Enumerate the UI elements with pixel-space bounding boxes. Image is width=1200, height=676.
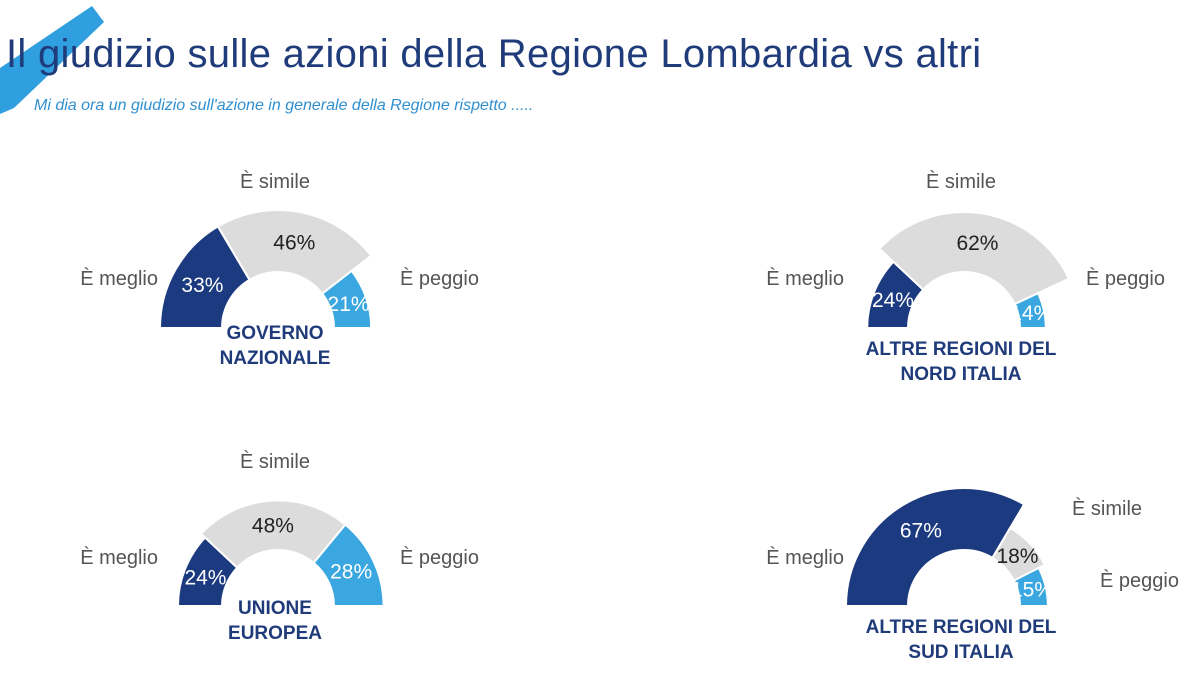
category-label-meglio: È meglio	[766, 267, 844, 290]
category-label-peggio: È peggio	[1086, 267, 1165, 290]
value-label-peggio: 15%	[1011, 579, 1053, 602]
semi-donut-chart-2: 24% È meglio 62% È simile 14% È peggio ALTRE R…	[766, 170, 1165, 385]
value-label-peggio: 28%	[330, 561, 372, 584]
chart-title-line-1: GOVERNO	[226, 323, 323, 344]
value-label-simile: 48%	[252, 514, 294, 537]
segment-peggio	[1013, 291, 1047, 329]
category-label-simile: È simile	[926, 170, 996, 193]
segment-peggio	[320, 269, 373, 329]
value-label-meglio: 24%	[872, 289, 914, 312]
chart-title-line-2: EUROPEA	[228, 623, 322, 644]
chart-title-line-1: ALTRE REGIONI DEL	[866, 339, 1057, 360]
chart-title-line-2: NORD ITALIA	[900, 364, 1021, 385]
chart-title-line-1: ALTRE REGIONI DEL	[866, 617, 1057, 638]
semi-donut-chart-4: 67% È meglio 18% È simile 15% È peggio ALTRE R…	[766, 487, 1179, 663]
category-label-simile: È simile	[240, 450, 310, 473]
value-label-simile: 62%	[956, 232, 998, 255]
value-label-meglio: 33%	[181, 274, 223, 297]
segment-meglio	[844, 487, 1026, 607]
page-title: Il giudizio sulle azioni della Regione L…	[6, 32, 982, 76]
semi-donut-chart-1: 33% È meglio 46% È simile 21% È peggio GOVERNO…	[80, 170, 479, 369]
value-label-simile: 18%	[996, 545, 1038, 568]
value-label-peggio: 14%	[1010, 302, 1052, 325]
segment-peggio	[312, 523, 385, 607]
corner-accent-shape	[0, 6, 104, 114]
segment-peggio	[1012, 566, 1049, 607]
category-label-meglio: È meglio	[80, 267, 158, 290]
value-label-simile: 46%	[273, 232, 315, 255]
semi-donut-chart-3: 24% È meglio 48% È simile 28% È peggio UNIONE E…	[80, 450, 479, 644]
value-label-meglio: 67%	[900, 519, 942, 542]
segment-simile	[216, 209, 373, 296]
segment-simile	[878, 211, 1071, 306]
category-label-peggio: È peggio	[400, 267, 479, 290]
segment-simile	[199, 499, 347, 570]
category-label-simile: È simile	[1072, 497, 1142, 520]
page-subtitle: Mi dia ora un giudizio sull'azione in ge…	[34, 97, 534, 114]
category-label-meglio: È meglio	[766, 546, 844, 569]
chart-title-line-2: SUD ITALIA	[908, 642, 1013, 663]
category-label-peggio: È peggio	[1100, 569, 1179, 592]
category-label-simile: È simile	[240, 170, 310, 193]
category-label-meglio: È meglio	[80, 546, 158, 569]
chart-title-line-2: NAZIONALE	[220, 348, 331, 369]
chart-title-line-1: UNIONE	[238, 598, 312, 619]
value-label-peggio: 21%	[328, 293, 370, 316]
category-label-peggio: È peggio	[400, 546, 479, 569]
value-label-meglio: 24%	[184, 566, 226, 589]
